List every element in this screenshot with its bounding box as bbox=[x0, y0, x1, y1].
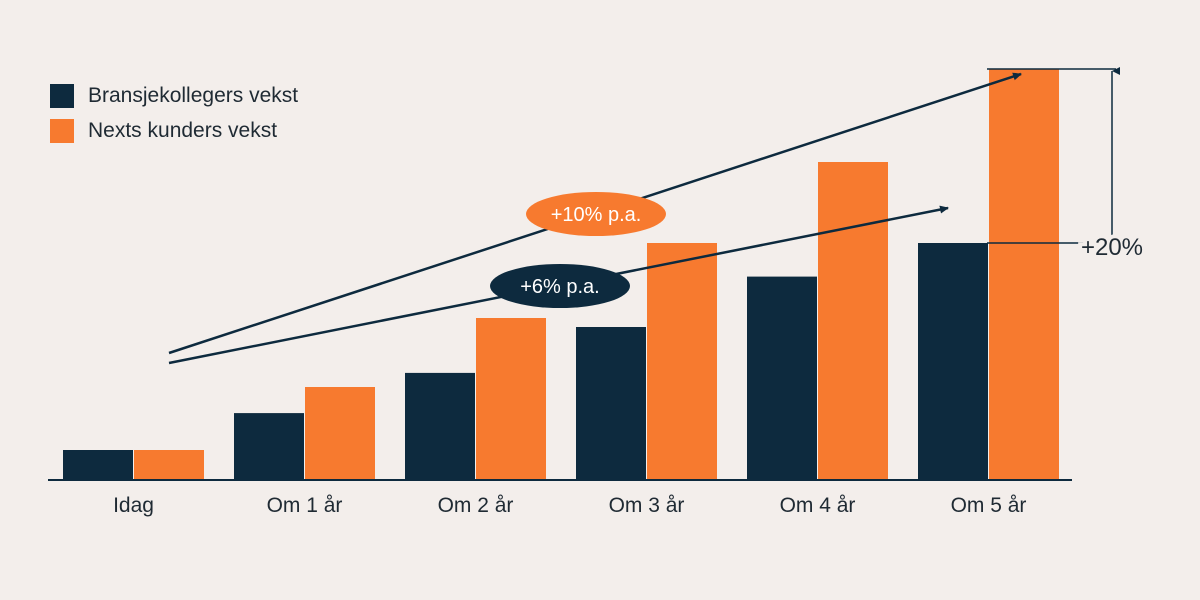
bar-orange-3 bbox=[647, 243, 717, 480]
difference-bracket: +20% bbox=[987, 67, 1147, 265]
trend-label-orange-text: +10% p.a. bbox=[551, 204, 642, 226]
trend-label-navy-bubble bbox=[490, 264, 630, 308]
bar-orange-1 bbox=[305, 387, 375, 480]
trend-label-orange: +10% p.a. bbox=[526, 192, 666, 236]
bar-navy-1 bbox=[234, 413, 304, 480]
trend-label-navy: +6% p.a. bbox=[490, 264, 630, 308]
x-tick-label: Om 4 år bbox=[780, 494, 856, 517]
trend-label-orange-bubble bbox=[526, 192, 666, 236]
bar-navy-4 bbox=[747, 276, 817, 480]
legend-swatch-orange bbox=[50, 119, 74, 143]
legend-item-navy: Bransjekollegers vekst bbox=[50, 84, 298, 108]
bar-orange-4 bbox=[818, 162, 888, 480]
x-tick-label: Om 2 år bbox=[438, 494, 514, 517]
difference-label: +20% bbox=[1081, 234, 1143, 261]
legend-label-orange: Nexts kunders vekst bbox=[88, 119, 278, 142]
legend-item-orange: Nexts kunders vekst bbox=[50, 119, 298, 143]
bar-orange-0 bbox=[134, 450, 204, 480]
bars-group bbox=[63, 69, 1059, 480]
legend-label-navy: Bransjekollegers vekst bbox=[88, 84, 299, 107]
legend-swatch-navy bbox=[50, 84, 74, 108]
bar-navy-2 bbox=[405, 372, 475, 480]
x-tick-label: Om 1 år bbox=[267, 494, 343, 517]
x-tick-labels: Idag Om 1 år Om 2 år Om 3 år Om 4 år Om 5 år bbox=[113, 494, 1026, 517]
x-tick-label: Om 5 år bbox=[951, 494, 1027, 517]
bar-orange-2 bbox=[476, 318, 546, 480]
bar-navy-5 bbox=[918, 243, 988, 480]
bar-orange-5 bbox=[989, 69, 1059, 480]
bar-navy-3 bbox=[576, 327, 646, 480]
trend-label-navy-text: +6% p.a. bbox=[520, 276, 600, 298]
x-tick-label: Idag bbox=[113, 494, 154, 517]
legend: Bransjekollegers vekst Nexts kunders vek… bbox=[50, 84, 298, 154]
x-tick-label: Om 3 år bbox=[609, 494, 685, 517]
bar-navy-0 bbox=[63, 450, 133, 480]
